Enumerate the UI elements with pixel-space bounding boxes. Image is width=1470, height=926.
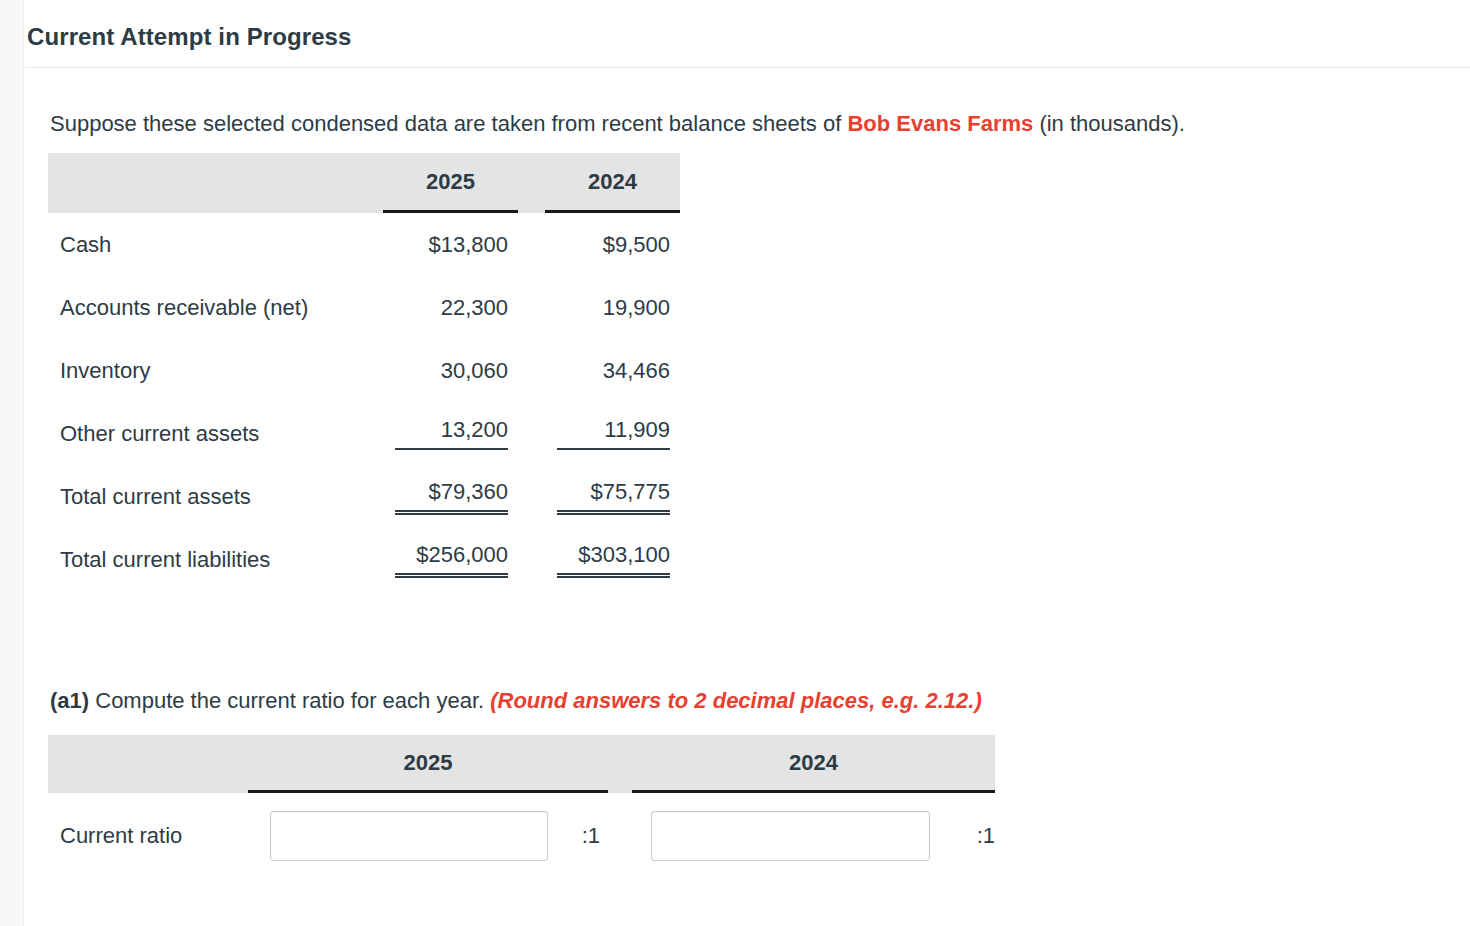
cell-value-2024: 34,466 <box>557 358 670 384</box>
answer-cell-2024: :1 <box>632 810 995 862</box>
header-spacer-cell <box>48 735 248 793</box>
balance-sheet-table: 2025 2024 Cash $13,800 $9,500 Accounts r… <box>48 153 680 591</box>
cell-value-2024: 19,900 <box>557 295 670 321</box>
rounding-instruction: (Round answers to 2 decimal places, e.g.… <box>490 688 982 713</box>
header-gap <box>608 735 632 793</box>
answer-table-header-row: 2025 2024 <box>48 735 995 793</box>
problem-statement: Suppose these selected condensed data ar… <box>50 110 1185 138</box>
header-gap <box>518 153 545 213</box>
balance-table-header-row: 2025 2024 <box>48 153 680 213</box>
current-ratio-input-2024[interactable] <box>651 811 930 861</box>
cell-value-2025: $256,000 <box>395 542 508 578</box>
question-text: Compute the current ratio for each year. <box>89 688 490 713</box>
cell-value-2024: 11,909 <box>557 417 670 450</box>
row-label: Other current assets <box>48 421 383 447</box>
question-a1: (a1) Compute the current ratio for each … <box>50 688 982 714</box>
cell-value-2024: $9,500 <box>557 232 670 258</box>
attempt-panel: Current Attempt in Progress Suppose thes… <box>0 0 1470 926</box>
answer-cell-2025: :1 <box>248 810 608 862</box>
table-row-other-current-assets: Other current assets 13,200 11,909 <box>48 402 680 465</box>
question-part-label: (a1) <box>50 688 89 713</box>
cell-value-2024: $303,100 <box>557 542 670 578</box>
cell-value-2024: $75,775 <box>557 479 670 515</box>
ratio-suffix-2025: :1 <box>582 823 600 849</box>
row-label: Cash <box>48 232 383 258</box>
row-label: Total current assets <box>48 484 383 510</box>
problem-statement-prefix: Suppose these selected condensed data ar… <box>50 111 847 136</box>
left-gutter <box>0 0 24 926</box>
company-name: Bob Evans Farms <box>847 111 1033 136</box>
current-ratio-input-2025[interactable] <box>270 811 548 861</box>
cell-value-2025: 30,060 <box>395 358 508 384</box>
row-label: Inventory <box>48 358 383 384</box>
attempt-status-heading: Current Attempt in Progress <box>27 23 352 51</box>
table-row-total-current-assets: Total current assets $79,360 $75,775 <box>48 465 680 528</box>
table-row-accounts-receivable: Accounts receivable (net) 22,300 19,900 <box>48 276 680 339</box>
row-label: Total current liabilities <box>48 547 383 573</box>
cell-value-2025: 13,200 <box>395 417 508 450</box>
table-row-inventory: Inventory 30,060 34,466 <box>48 339 680 402</box>
year-column-header-2024: 2024 <box>545 153 680 213</box>
answer-year-header-2024: 2024 <box>632 735 995 793</box>
year-column-header-2025: 2025 <box>383 153 518 213</box>
table-row-total-current-liabilities: Total current liabilities $256,000 $303,… <box>48 528 680 591</box>
cell-value-2025: 22,300 <box>395 295 508 321</box>
header-spacer-cell <box>48 153 383 213</box>
current-ratio-row: Current ratio :1 :1 <box>48 810 995 862</box>
table-row-cash: Cash $13,800 $9,500 <box>48 213 680 276</box>
heading-divider <box>25 67 1470 68</box>
cell-value-2025: $79,360 <box>395 479 508 515</box>
answer-year-header-2025: 2025 <box>248 735 608 793</box>
ratio-suffix-2024: :1 <box>977 823 995 849</box>
row-label: Current ratio <box>48 823 248 849</box>
problem-statement-suffix: (in thousands). <box>1033 111 1185 136</box>
row-label: Accounts receivable (net) <box>48 295 383 321</box>
current-ratio-answer-table: 2025 2024 Current ratio :1 :1 <box>48 735 995 862</box>
cell-value-2025: $13,800 <box>395 232 508 258</box>
